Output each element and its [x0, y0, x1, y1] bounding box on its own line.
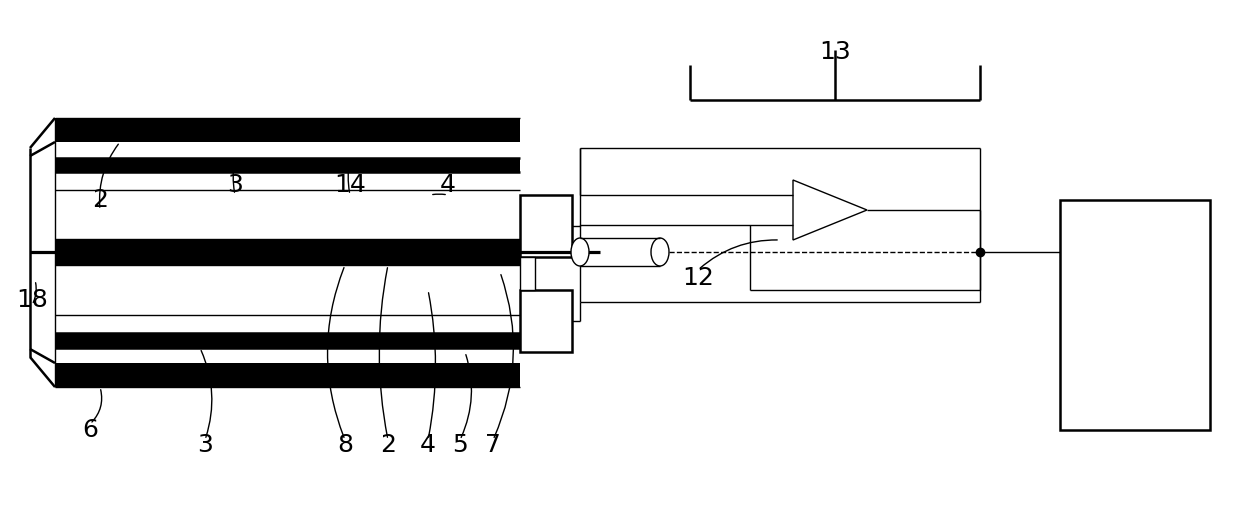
Text: 2: 2 [379, 433, 396, 457]
Text: 7: 7 [485, 433, 501, 457]
Text: 18: 18 [16, 288, 48, 312]
Bar [55, 118, 520, 142]
Bar [55, 333, 520, 348]
Text: 2: 2 [92, 188, 108, 212]
Bar [55, 158, 520, 172]
Ellipse shape [570, 238, 589, 266]
Ellipse shape [651, 238, 670, 266]
Bar [520, 257, 534, 290]
Bar [55, 363, 520, 387]
Text: 6: 6 [82, 418, 98, 442]
Text: 3: 3 [227, 173, 243, 197]
Bar [520, 195, 572, 257]
Text: 5: 5 [453, 433, 467, 457]
Text: 14: 14 [334, 173, 366, 197]
Text: 12: 12 [682, 266, 714, 290]
Text: 8: 8 [337, 433, 353, 457]
Bar [520, 290, 572, 352]
Text: 4: 4 [440, 173, 456, 197]
Text: 13: 13 [820, 40, 851, 64]
Text: 3: 3 [197, 433, 213, 457]
Bar [1060, 200, 1210, 430]
Bar [55, 239, 520, 265]
Text: 4: 4 [420, 433, 436, 457]
